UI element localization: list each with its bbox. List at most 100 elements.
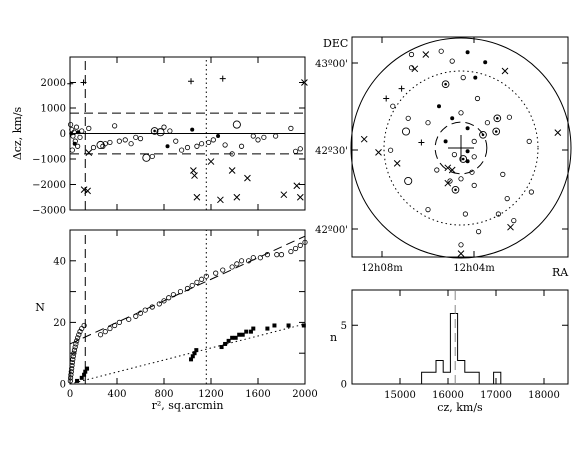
cumulative-point	[97, 332, 104, 338]
skymap-point	[375, 149, 382, 156]
histogram-bar	[436, 361, 443, 385]
skymap-point-center	[444, 82, 447, 86]
skymap-point	[554, 129, 562, 136]
cumulative-point	[75, 378, 80, 383]
histogram-ylabel: n	[330, 331, 337, 344]
histogram-ytick-label: 0	[341, 380, 347, 391]
skymap-point-ring	[451, 185, 460, 194]
skymap-point	[465, 126, 470, 131]
skymap-point	[437, 104, 441, 109]
velocity-point	[84, 187, 91, 195]
cumulative-point	[292, 245, 299, 252]
velocity-point	[142, 153, 151, 162]
cumulative-point	[166, 295, 172, 301]
skymap-point	[479, 130, 487, 139]
histogram-bar	[429, 372, 436, 384]
velocity-point	[190, 127, 195, 132]
cumulative-point	[274, 252, 280, 258]
velocity-point	[191, 172, 198, 179]
cumulative-point	[286, 323, 291, 328]
velocity-point	[194, 143, 200, 149]
velocity-point	[229, 151, 235, 157]
skymap-point	[495, 211, 501, 217]
histogram-bar	[458, 361, 465, 385]
cumulative-point	[250, 255, 256, 261]
cumulative-point	[237, 332, 242, 337]
velocity-point	[77, 134, 83, 140]
cumulative-point	[246, 258, 252, 264]
velocity-point	[69, 131, 74, 136]
velocity-point	[288, 125, 294, 131]
cumulative-point	[70, 356, 76, 362]
skymap-point	[492, 127, 501, 136]
skymap-dec-label: 43º00'	[315, 59, 348, 70]
skymap-point	[465, 149, 470, 154]
histogram-xtick-label: 16000	[432, 390, 464, 401]
cumulative-point	[67, 378, 73, 384]
cumulative-point	[265, 326, 270, 331]
skymap-point	[507, 223, 514, 231]
velocity-point	[188, 78, 195, 85]
velocity-point	[161, 124, 167, 130]
histogram-panel: 15000 16000 17000 18000 0 5 cz, km/s n	[330, 289, 569, 414]
skymap-point	[434, 167, 440, 173]
histogram-steps	[421, 313, 502, 385]
velocity-point	[116, 138, 122, 144]
cumulative-frame	[69, 229, 306, 385]
histogram-bar	[494, 372, 501, 384]
cumulative-point	[67, 375, 74, 381]
cumulative-point	[203, 273, 209, 279]
skymap-point	[451, 152, 457, 158]
cumulative-point	[226, 338, 231, 343]
velocity-point	[150, 127, 159, 135]
cumulative-point	[149, 304, 155, 310]
skymap-center-cross	[448, 135, 474, 161]
skymap-point	[462, 211, 468, 217]
cumulative-ytick-label: 0	[60, 380, 66, 391]
skymap-point	[383, 95, 390, 102]
velocity-ylabel: Δcz, km/s	[11, 106, 24, 160]
cumulative-ylabel: N	[35, 301, 45, 314]
velocity-point	[219, 75, 226, 82]
cumulative-point	[137, 310, 144, 316]
skymap-point	[471, 182, 477, 188]
skymap-point	[484, 120, 490, 126]
velocity-point-center	[153, 129, 156, 133]
velocity-point	[232, 120, 241, 129]
cumulative-point	[192, 351, 197, 356]
cumulative-point	[264, 252, 270, 258]
cumulative-point	[85, 366, 90, 371]
skymap-point	[471, 138, 477, 144]
skymap-point	[450, 116, 455, 121]
skymap-point-ring	[492, 127, 501, 136]
histogram-bar	[465, 372, 472, 384]
skymap-ra-label: 12h08m	[361, 263, 403, 274]
velocity-ytick-label: 2000	[41, 78, 66, 89]
velocity-point	[233, 193, 241, 201]
skymap-point	[425, 207, 431, 213]
velocity-point	[156, 128, 165, 137]
skymap-point	[425, 120, 431, 126]
skymap-point-ring	[479, 130, 487, 139]
skymap-point	[460, 75, 466, 81]
skymap-point	[483, 60, 488, 65]
velocity-point	[96, 140, 105, 150]
velocity-point	[79, 128, 85, 134]
velocity-point	[73, 124, 80, 130]
velocity-point	[199, 141, 205, 147]
velocity-point	[296, 193, 304, 201]
cumulative-point	[213, 270, 219, 276]
velocity-panel: −3000 −2000 −1000 0 1000 2000 Δcz, km/s	[11, 56, 308, 217]
histogram-frame	[351, 289, 569, 385]
velocity-point	[80, 186, 88, 193]
skymap-point	[471, 154, 477, 160]
cumulative-point	[79, 375, 84, 380]
skymap-point	[401, 127, 411, 136]
cumulative-point	[71, 347, 78, 353]
skymap-point	[475, 229, 482, 235]
cumulative-point	[112, 322, 118, 329]
cumulative-point	[199, 276, 205, 282]
skymap-point	[443, 139, 448, 144]
skymap-point	[511, 218, 517, 224]
